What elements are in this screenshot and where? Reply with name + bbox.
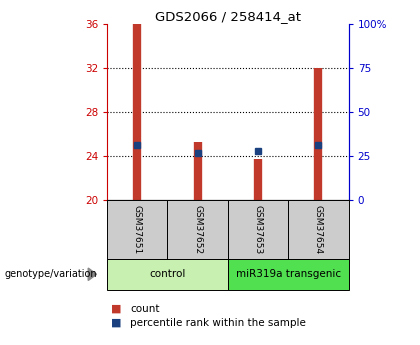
Text: control: control <box>149 269 186 279</box>
FancyBboxPatch shape <box>228 200 288 259</box>
Text: percentile rank within the sample: percentile rank within the sample <box>130 318 306 327</box>
Text: miR319a transgenic: miR319a transgenic <box>236 269 341 279</box>
Text: GSM37654: GSM37654 <box>314 205 323 254</box>
FancyBboxPatch shape <box>228 259 349 290</box>
Text: GSM37651: GSM37651 <box>133 205 142 254</box>
Text: ■: ■ <box>111 318 122 327</box>
FancyBboxPatch shape <box>107 259 228 290</box>
Text: genotype/variation: genotype/variation <box>4 269 97 279</box>
Title: GDS2066 / 258414_at: GDS2066 / 258414_at <box>155 10 301 23</box>
Text: GSM37653: GSM37653 <box>254 205 262 254</box>
Text: ■: ■ <box>111 304 122 314</box>
Text: count: count <box>130 304 160 314</box>
Text: GSM37652: GSM37652 <box>193 205 202 254</box>
FancyBboxPatch shape <box>288 200 349 259</box>
FancyBboxPatch shape <box>107 200 168 259</box>
FancyBboxPatch shape <box>168 200 228 259</box>
